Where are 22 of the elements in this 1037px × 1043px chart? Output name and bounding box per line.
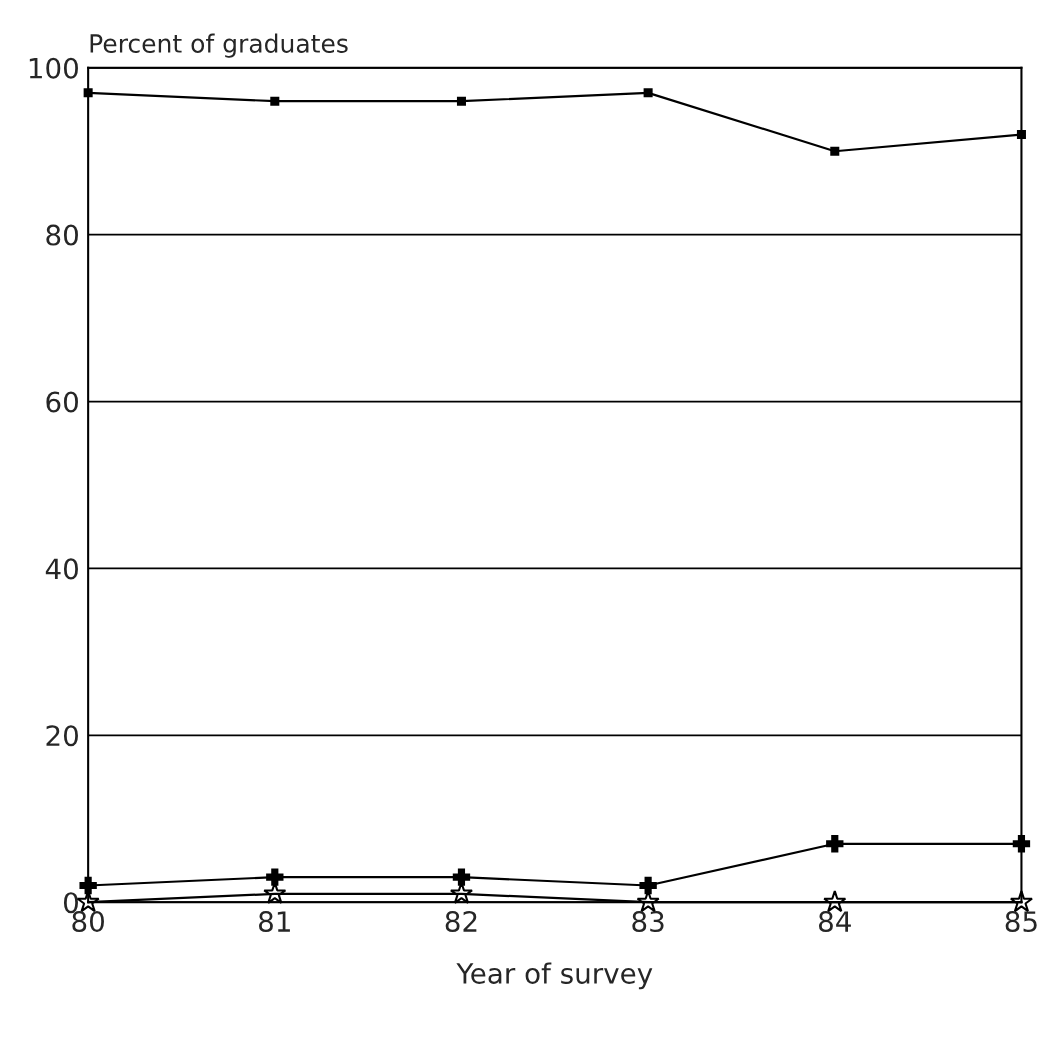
point [266,868,284,886]
point [639,876,657,895]
point [456,96,466,106]
point [826,835,844,853]
x-tick-label: 84 [819,911,851,933]
point [452,868,471,886]
y-tick-label: 20 [46,725,78,747]
point [1009,890,1034,913]
y-tick-label: 60 [46,391,78,413]
x-axis-title: Year of survey [456,962,653,990]
point [830,146,840,156]
x-tick-label: 83 [632,911,664,933]
y-tick-label: 40 [45,558,78,580]
point [643,88,653,98]
point [823,890,847,913]
x-tick-label: 81 [259,911,290,933]
x-tick-label: 82 [445,911,477,933]
point [270,96,280,106]
x-tick-label: 85 [1005,911,1037,933]
y-tick-label: 100 [29,57,78,79]
y-tick-label: 80 [46,224,78,246]
y-axis-title: Percent of graduates [90,33,348,58]
